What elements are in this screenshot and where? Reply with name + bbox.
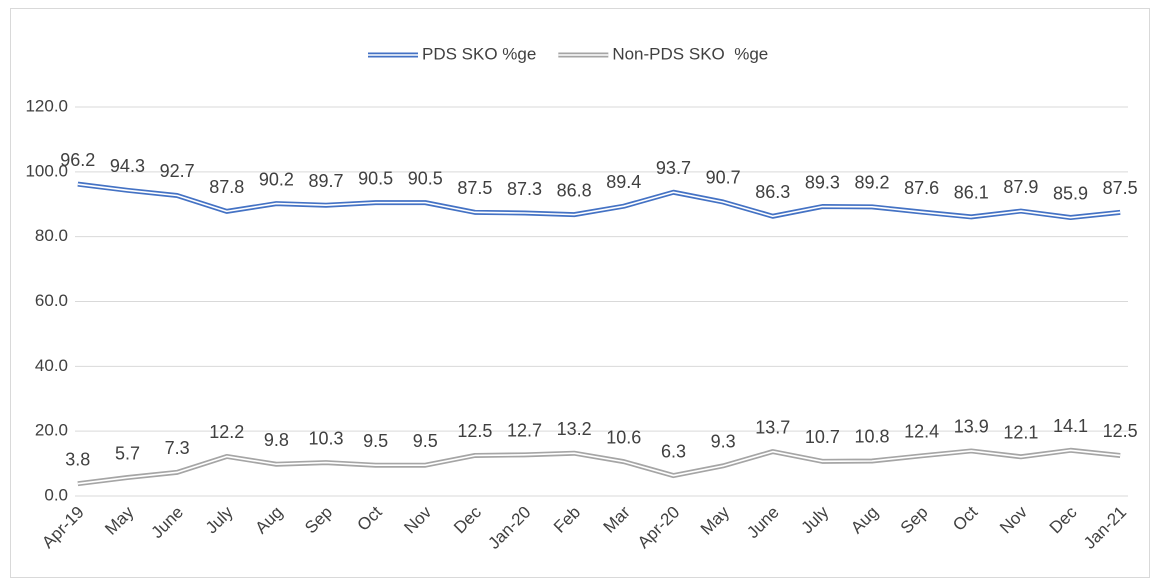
data-label: 87.8 — [209, 177, 244, 197]
data-label: 3.8 — [65, 449, 90, 469]
data-label: 87.9 — [1003, 177, 1038, 197]
y-tick-label: 20.0 — [35, 421, 68, 440]
data-label: 13.2 — [557, 419, 592, 439]
data-label: 9.3 — [711, 432, 736, 452]
data-label: 92.7 — [160, 161, 195, 181]
data-label: 9.5 — [413, 431, 438, 451]
data-label: 89.7 — [308, 171, 343, 191]
data-label: 13.7 — [755, 417, 790, 437]
data-label: 9.5 — [363, 431, 388, 451]
y-tick-label: 60.0 — [35, 291, 68, 310]
data-label: 7.3 — [165, 438, 190, 458]
chart-border — [10, 8, 1150, 578]
data-label: 86.3 — [755, 182, 790, 202]
data-label: 5.7 — [115, 443, 140, 463]
data-label: 90.5 — [358, 168, 393, 188]
data-label: 10.3 — [308, 428, 343, 448]
data-label: 89.2 — [854, 173, 889, 193]
data-label: 12.4 — [904, 422, 939, 442]
data-label: 12.1 — [1003, 423, 1038, 443]
data-label: 10.6 — [606, 427, 641, 447]
data-label: 87.5 — [457, 178, 492, 198]
y-tick-label: 100.0 — [25, 161, 68, 180]
series-line-inner — [77, 449, 1121, 485]
data-label: 12.5 — [457, 421, 492, 441]
data-label: 90.2 — [259, 169, 294, 189]
data-label: 14.1 — [1053, 416, 1088, 436]
data-label: 86.1 — [954, 183, 989, 203]
data-label: 10.7 — [805, 427, 840, 447]
y-tick-label: 80.0 — [35, 226, 68, 245]
data-label: 10.8 — [854, 427, 889, 447]
data-label: 12.5 — [1103, 421, 1138, 441]
data-label: 89.3 — [805, 172, 840, 192]
data-label: 89.4 — [606, 172, 641, 192]
y-tick-label: 40.0 — [35, 356, 68, 375]
data-label: 87.6 — [904, 178, 939, 198]
legend-label: Non-PDS SKO %ge — [612, 44, 768, 63]
data-label: 87.3 — [507, 179, 542, 199]
legend-label: PDS SKO %ge — [422, 44, 536, 63]
data-label: 12.2 — [209, 422, 244, 442]
data-label: 85.9 — [1053, 183, 1088, 203]
data-label: 90.7 — [706, 168, 741, 188]
data-label: 86.8 — [557, 180, 592, 200]
data-label: 94.3 — [110, 156, 145, 176]
data-label: 9.8 — [264, 430, 289, 450]
data-label: 12.7 — [507, 421, 542, 441]
y-tick-label: 120.0 — [25, 96, 68, 115]
data-label: 93.7 — [656, 158, 691, 178]
data-label: 90.5 — [408, 168, 443, 188]
series-line-inner — [77, 183, 1121, 219]
data-label: 13.9 — [954, 417, 989, 437]
legend: PDS SKO %ge Non-PDS SKO %ge — [368, 44, 768, 63]
data-label: 6.3 — [661, 441, 686, 461]
data-label: 87.5 — [1103, 178, 1138, 198]
data-label: 96.2 — [60, 150, 95, 170]
y-tick-label: 0.0 — [44, 485, 68, 504]
